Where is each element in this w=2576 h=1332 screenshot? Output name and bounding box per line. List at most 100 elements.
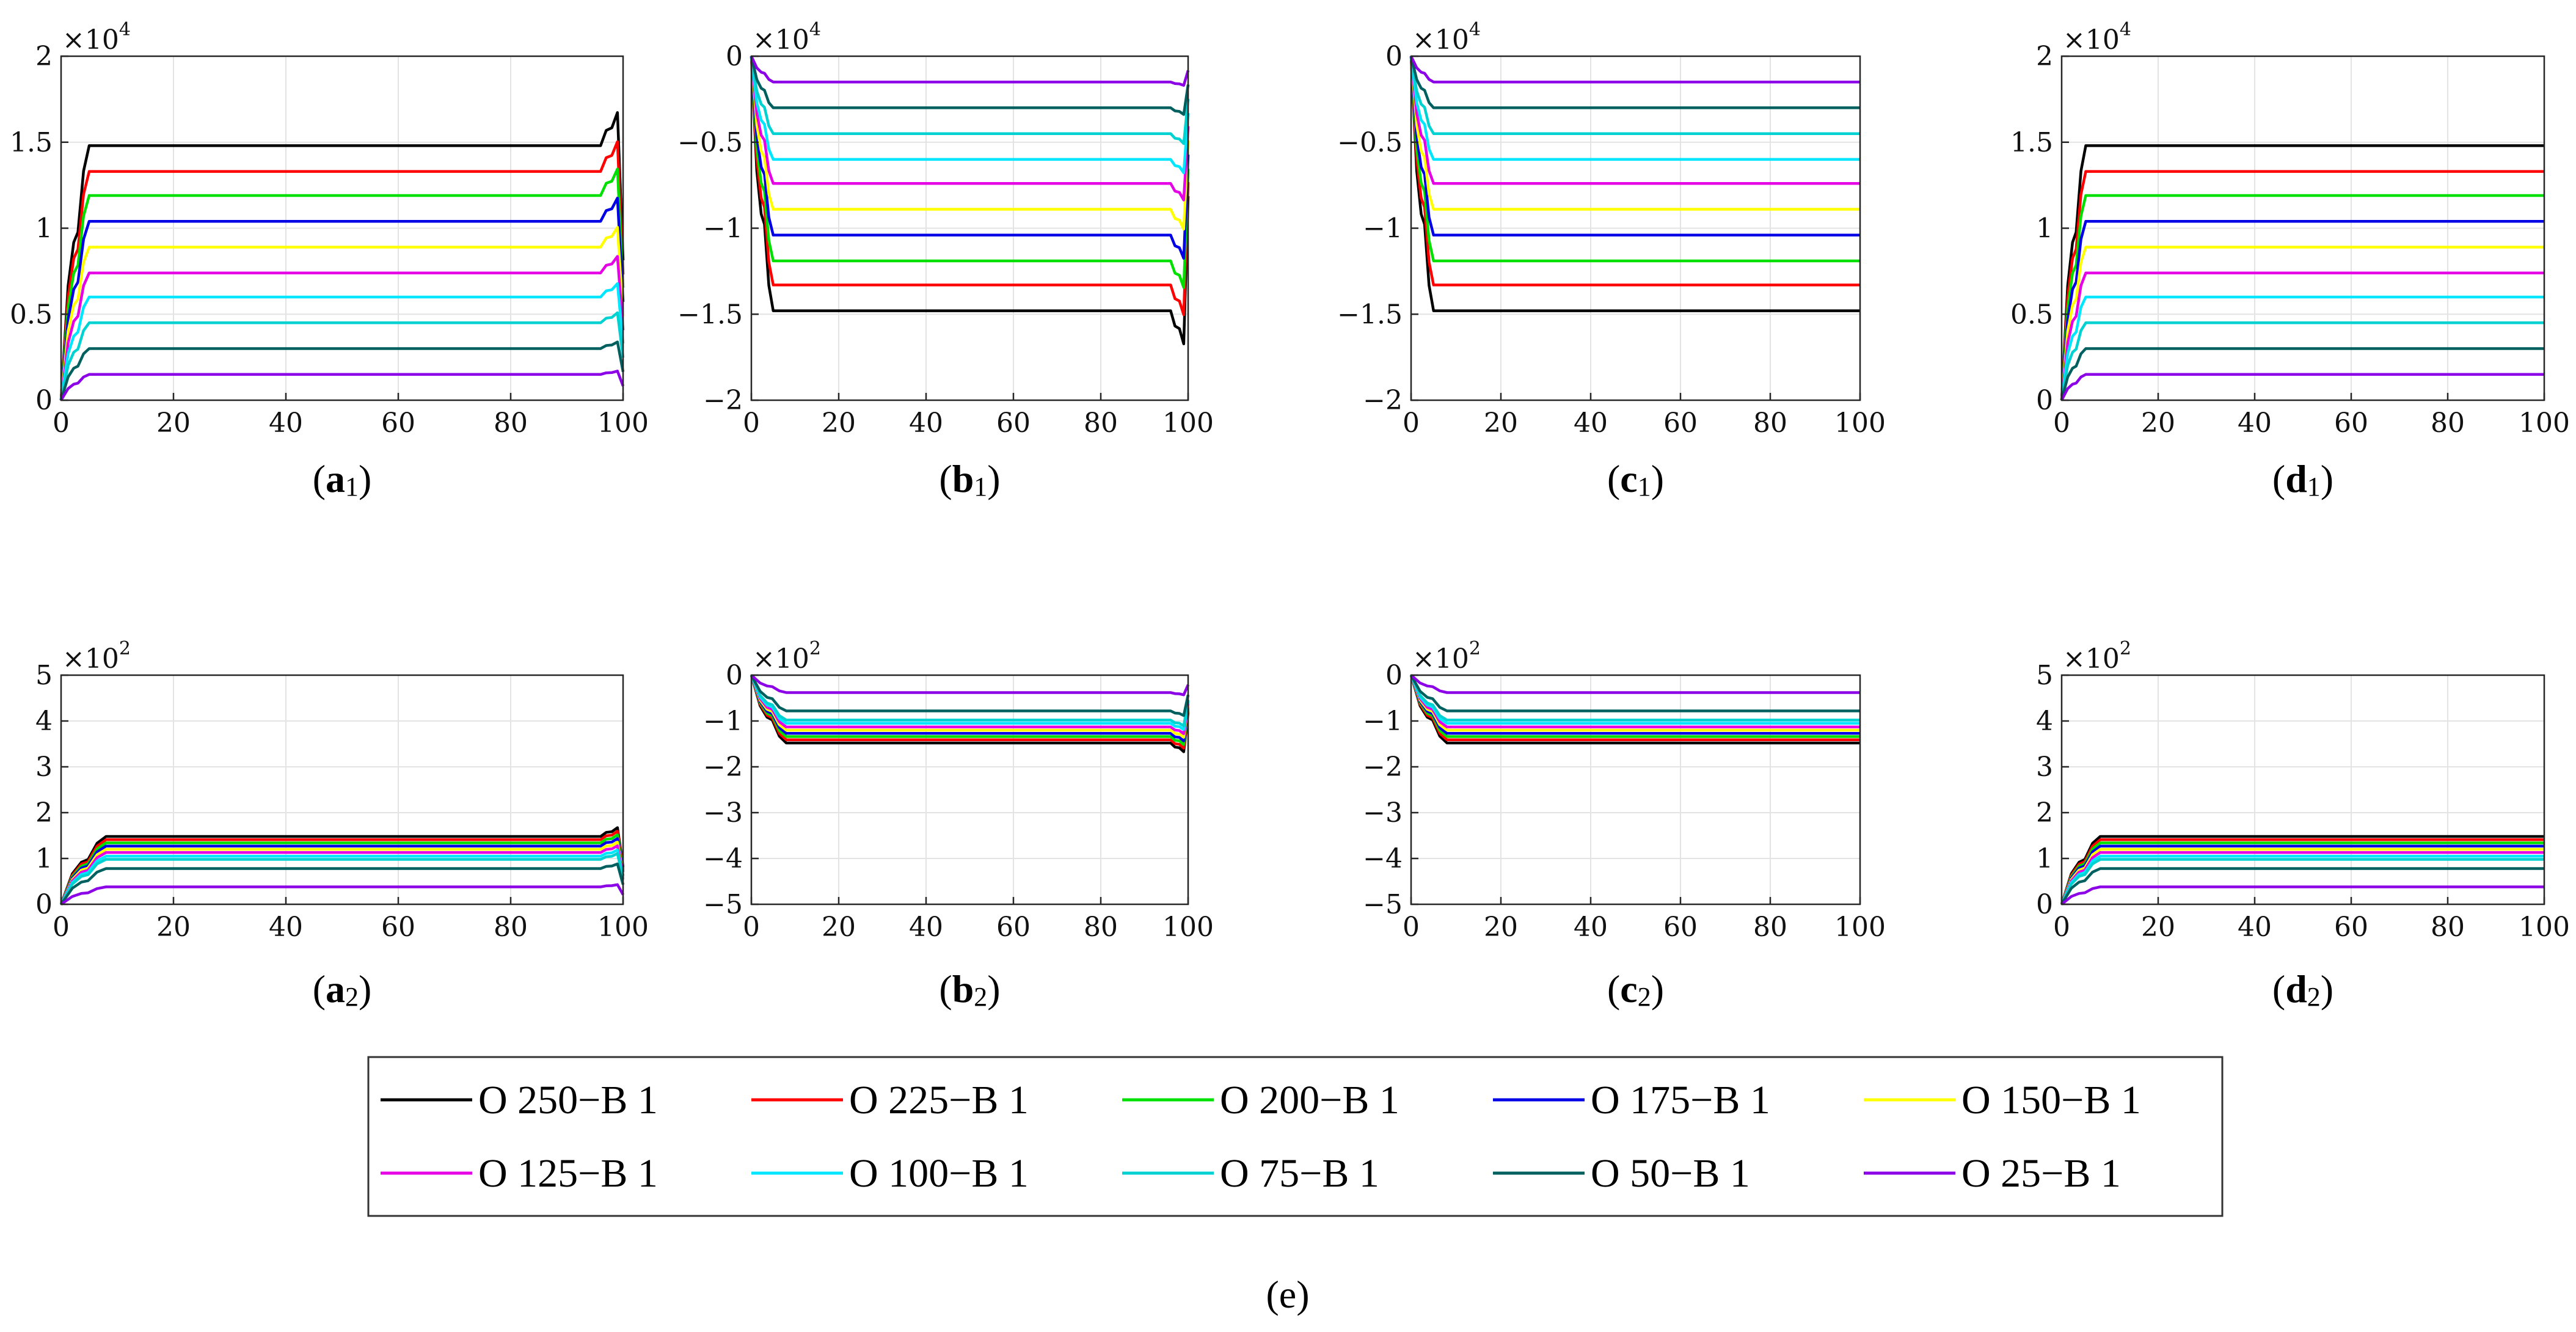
series-line-3 (59, 167, 625, 401)
x-tick-label: 100 (1834, 912, 1886, 943)
legend-label: O 200−B 1 (1220, 1078, 1399, 1122)
legend-box (367, 1056, 2224, 1217)
legend: O 250−B 1 O 225−B 1 O 200−B 1 O 175−B 1 O 15… (367, 1056, 2224, 1217)
y-tick-label: 2 (35, 797, 53, 829)
y-tick-label: 2 (35, 41, 53, 72)
series-line-10 (60, 370, 625, 401)
x-tick-label: 80 (1753, 912, 1787, 943)
legend-item: O 250−B 1 (381, 1078, 658, 1122)
y-tick-label: −2 (1363, 385, 1403, 416)
series-line-10 (2060, 885, 2544, 906)
y-tick-label: −1.5 (677, 299, 743, 330)
x-tick-label: 0 (2053, 408, 2070, 439)
x-tick-label: 20 (2141, 408, 2175, 439)
axes-box (750, 674, 1189, 906)
y-tick-label: −1 (1363, 706, 1403, 737)
series-line-7 (1409, 56, 1860, 161)
y-tick-label: 3 (2036, 752, 2053, 783)
x-tick-label: 40 (1574, 408, 1608, 439)
axis-multiplier: ×104 (2063, 19, 2131, 56)
panel-caption: (b2) (939, 967, 1000, 1012)
y-tick-label: −3 (1363, 797, 1403, 829)
x-tick-label: 100 (1834, 408, 1886, 439)
panel-b2: 0 20 40 60 80 100 −5 −4 −3 −2 −1 0 ×102 (b2) (703, 638, 1214, 1012)
y-tick-label: −5 (703, 889, 743, 920)
x-tick-label: 40 (269, 912, 303, 943)
x-tick-label: 0 (53, 912, 70, 943)
x-tick-label: 40 (269, 408, 303, 439)
figure-caption: (e) (1266, 1273, 1309, 1316)
series-line-6 (59, 844, 625, 905)
series-line-10 (750, 674, 1190, 697)
y-tick-label: −2 (1363, 752, 1403, 783)
series-line-4 (1409, 56, 1860, 237)
x-tick-label: 40 (2238, 912, 2272, 943)
x-tick-label: 60 (1663, 408, 1698, 439)
axes-box (2060, 674, 2545, 906)
y-tick-label: 3 (35, 752, 53, 783)
legend-label: O 50−B 1 (1591, 1151, 1750, 1196)
x-tick-label: 60 (1663, 912, 1698, 943)
x-tick-label: 20 (156, 408, 191, 439)
series-line-2 (2060, 170, 2544, 401)
x-tick-label: 60 (996, 408, 1031, 439)
y-tick-label: −4 (1363, 843, 1403, 874)
axis-multiplier: ×104 (1412, 19, 1481, 56)
series-line-10 (1409, 56, 1860, 84)
x-tick-label: 0 (743, 408, 760, 439)
x-tick-label: 0 (53, 408, 70, 439)
x-tick-label: 20 (2141, 912, 2175, 943)
series-line-9 (1409, 56, 1860, 109)
axis-multiplier: ×102 (62, 638, 131, 675)
series-line-1 (59, 111, 625, 401)
x-tick-label: 40 (2238, 408, 2272, 439)
y-tick-label: −0.5 (1337, 127, 1403, 158)
legend-item: O 150−B 1 (1864, 1078, 2141, 1122)
x-tick-label: 80 (2431, 408, 2465, 439)
series-line-9 (59, 340, 625, 401)
panel-d1: 0 20 40 60 80 100 0 0.5 1 1.5 2 ×104 (d1) (2010, 19, 2570, 502)
series-line-1 (750, 56, 1190, 346)
y-tick-label: −1 (703, 706, 743, 737)
series-line-7 (2060, 295, 2544, 401)
series-line-9 (750, 56, 1190, 116)
series-line-9 (1410, 674, 1860, 712)
y-tick-label: −0.5 (677, 127, 743, 158)
legend-item: O 100−B 1 (751, 1151, 1029, 1196)
y-tick-label: 1.5 (10, 127, 53, 158)
y-tick-label: 0 (2036, 385, 2053, 416)
series-line-8 (59, 311, 625, 401)
series-line-10 (60, 883, 624, 906)
y-tick-label: 0.5 (2010, 299, 2053, 330)
x-tick-label: 0 (2053, 912, 2070, 943)
x-tick-label: 100 (1162, 912, 1214, 943)
y-tick-label: 4 (35, 706, 53, 737)
y-tick-label: −2 (703, 385, 743, 416)
x-tick-label: 60 (996, 912, 1031, 943)
y-tick-label: 0 (1385, 660, 1403, 691)
series-line-8 (60, 852, 625, 906)
x-tick-label: 40 (909, 408, 943, 439)
y-tick-label: 5 (2036, 660, 2053, 691)
panel-caption: (a1) (313, 457, 372, 502)
axes-box (60, 674, 624, 906)
x-tick-label: 80 (1753, 408, 1787, 439)
x-tick-label: 80 (2431, 912, 2465, 943)
panel-b1: 0 20 40 60 80 100 −2 −1.5 −1 −0.5 0 ×104 (b1) (677, 19, 1214, 502)
y-tick-label: 2 (2036, 41, 2053, 72)
y-tick-label: 0 (35, 889, 53, 920)
panel-caption: (d2) (2272, 967, 2333, 1012)
panel-a2: 0 20 40 60 80 100 0 1 2 3 4 5 ×102 (a2) (35, 638, 649, 1012)
x-tick-label: 20 (1484, 912, 1518, 943)
panel-d2: 0 20 40 60 80 100 0 1 2 3 4 5 ×102 (d2) (2036, 638, 2570, 1012)
series-line-2 (59, 140, 625, 401)
axes-box (1410, 674, 1861, 906)
series-line-2 (1409, 56, 1860, 287)
y-tick-label: 0 (35, 385, 53, 416)
x-tick-label: 40 (1574, 912, 1608, 943)
legend-label: O 100−B 1 (849, 1151, 1029, 1196)
series-line-7 (750, 56, 1190, 175)
legend-label: O 225−B 1 (849, 1078, 1029, 1122)
